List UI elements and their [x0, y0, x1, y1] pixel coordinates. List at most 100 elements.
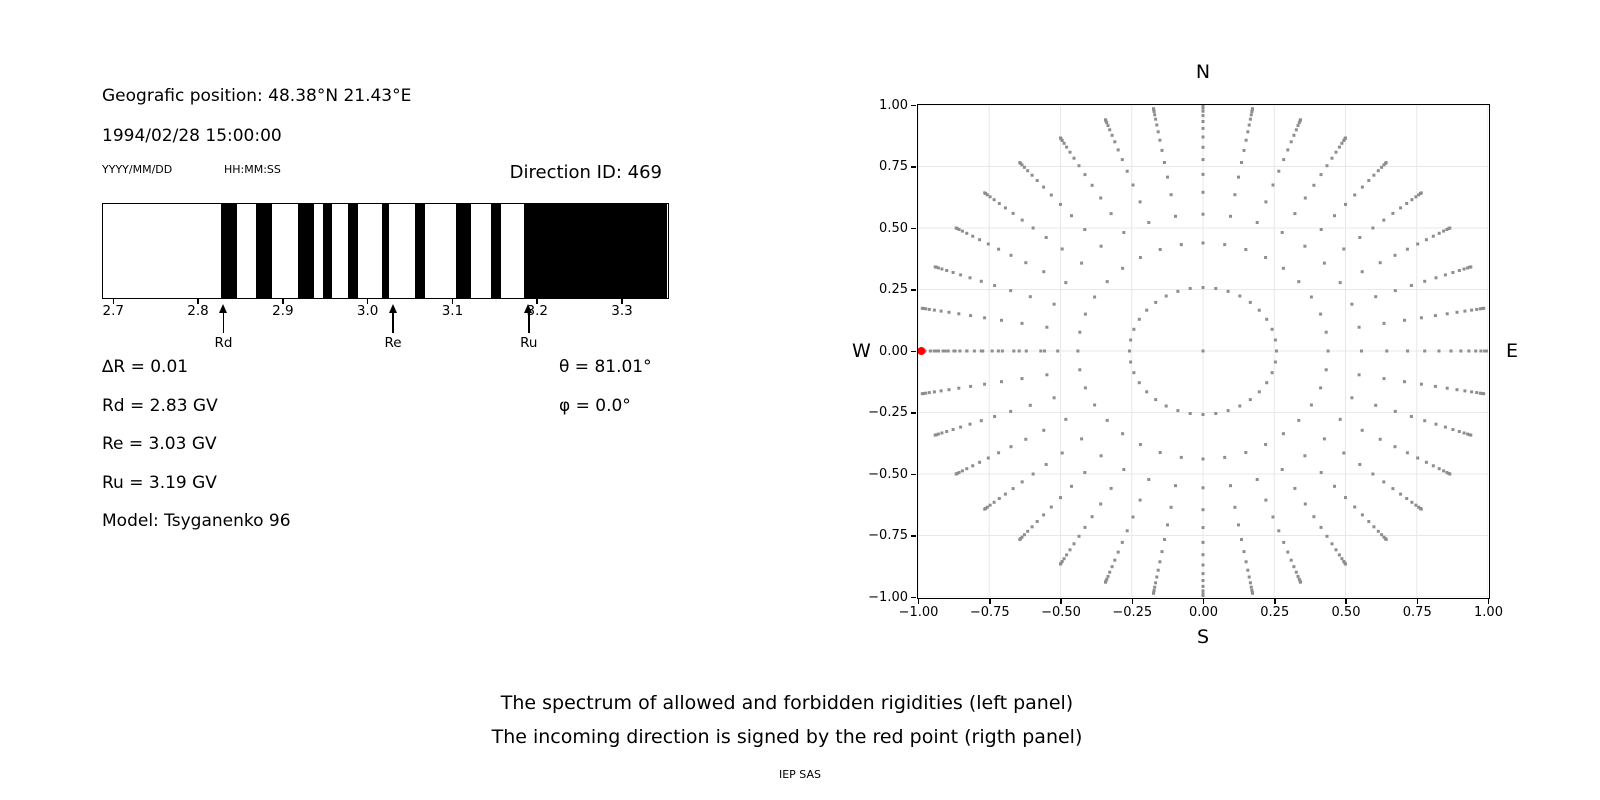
datetime-text: 1994/02/28 15:00:00 — [102, 126, 282, 146]
direction-grid-dot — [1012, 349, 1016, 353]
geographic-position-text: Geografic position: 48.38°N 21.43°E — [102, 86, 412, 106]
direction-grid-dot — [979, 279, 983, 283]
direction-grid-dot — [1434, 276, 1438, 280]
direction-grid-dot — [1338, 417, 1342, 421]
direction-grid-dot — [1478, 307, 1482, 311]
direction-grid-dot — [1201, 526, 1205, 530]
direction-grid-dot — [1163, 538, 1166, 541]
direction-grid-dot — [1083, 386, 1087, 390]
direction-grid-dot — [1251, 107, 1254, 111]
direction-grid-dot — [927, 391, 931, 395]
y-tick — [911, 166, 916, 168]
direction-grid-dot — [1083, 173, 1087, 177]
direction-grid-dot — [1160, 550, 1164, 554]
direction-grid-dot — [1280, 468, 1284, 471]
direction-grid-dot — [1132, 371, 1136, 375]
direction-grid-dot — [1337, 145, 1341, 149]
direction-grid-dot — [1371, 226, 1375, 230]
direction-grid-dot — [1125, 169, 1129, 173]
direction-grid-dot — [1017, 349, 1021, 353]
direction-grid-dot — [1437, 349, 1441, 353]
direction-grid-dot — [932, 390, 936, 394]
direction-grid-dot — [1109, 212, 1113, 216]
direction-grid-dot — [1080, 261, 1084, 265]
direction-grid-dot — [1378, 437, 1382, 441]
direction-grid-dot — [1070, 484, 1073, 488]
direction-grid-dot — [992, 500, 996, 504]
direction-grid-dot — [1201, 563, 1205, 567]
direction-grid-dot — [1201, 486, 1205, 490]
direction-grid-dot — [1003, 492, 1007, 496]
direction-grid-dot — [1244, 560, 1248, 564]
direction-grid-dot — [1344, 136, 1347, 140]
direction-grid-dot — [1083, 525, 1087, 529]
direction-grid-dot — [1131, 183, 1135, 187]
direction-grid-dot — [1106, 124, 1110, 128]
direction-grid-dot — [1045, 325, 1049, 329]
direction-grid-scatter — [918, 105, 1488, 597]
direction-grid-dot — [1344, 496, 1347, 500]
direction-grid-dot — [1360, 185, 1364, 189]
direction-grid-dot — [1330, 156, 1334, 160]
direction-grid-dot — [947, 388, 951, 392]
direction-grid-dot — [1384, 537, 1388, 541]
direction-grid-dot — [1385, 349, 1389, 353]
direction-grid-dot — [1309, 295, 1313, 299]
direction-grid-dot — [1201, 349, 1205, 353]
direction-grid-dot — [1330, 542, 1334, 546]
direction-grid-dot — [1264, 443, 1268, 446]
direction-grid-dot — [1374, 403, 1378, 407]
direction-grid-dot — [1451, 271, 1455, 274]
direction-grid-dot — [1482, 306, 1486, 310]
direction-grid-dot — [1334, 150, 1338, 154]
direction-grid-dot — [1020, 321, 1024, 325]
direction-grid-dot — [1469, 433, 1473, 437]
direction-grid-dot — [971, 234, 975, 238]
direction-grid-dot — [957, 312, 961, 316]
direction-grid-dot — [1105, 577, 1109, 581]
direction-grid-dot — [1297, 121, 1301, 125]
direction-grid-dot — [1265, 317, 1269, 321]
direction-grid-dot — [957, 471, 961, 474]
direction-grid-dot — [1105, 418, 1109, 422]
direction-grid-dot — [1201, 135, 1205, 139]
direction-grid-dot — [1113, 558, 1117, 562]
direction-grid-dot — [1303, 454, 1307, 458]
direction-grid-dot — [1072, 156, 1076, 160]
direction-grid-dot — [1003, 206, 1007, 210]
direction-grid-dot — [952, 349, 956, 353]
direction-grid-dot — [1405, 202, 1409, 205]
direction-grid-dot — [1039, 349, 1043, 353]
direction-grid-dot — [1129, 360, 1133, 364]
direction-grid-dot — [1068, 150, 1072, 154]
direction-grid-dot — [940, 431, 944, 435]
direction-grid-dot — [1083, 228, 1087, 231]
direction-grid-dot — [1337, 553, 1341, 557]
direction-grid-dot — [1325, 164, 1329, 168]
forbidden-band — [348, 204, 358, 298]
direction-grid-dot — [1020, 218, 1024, 222]
direction-grid-dot — [1423, 419, 1427, 423]
direction-grid-dot — [1367, 179, 1371, 182]
direction-grid-dot — [1064, 417, 1068, 421]
direction-grid-dot — [1391, 211, 1395, 215]
direction-grid-dot — [1399, 206, 1403, 210]
direction-grid-dot — [946, 349, 950, 353]
direction-grid-dot — [1265, 381, 1269, 385]
direction-grid-dot — [1445, 386, 1449, 390]
direction-grid-dot — [1393, 253, 1397, 257]
forbidden-band — [415, 204, 425, 298]
direction-grid-dot — [1448, 226, 1452, 230]
spectrum-tick-label: 3.0 — [356, 303, 379, 319]
direction-grid-dot — [1292, 133, 1296, 137]
direction-grid-dot — [1240, 538, 1243, 541]
direction-grid-dot — [1145, 390, 1149, 394]
direction-grid-dot — [1109, 486, 1113, 490]
ru-value: Ru = 3.19 GV — [102, 473, 217, 493]
direction-grid-dot — [951, 271, 955, 274]
direction-grid-dot — [1128, 349, 1131, 353]
direction-grid-dot — [1169, 505, 1173, 509]
direction-grid-dot — [997, 247, 1001, 251]
direction-grid-dot — [1099, 244, 1103, 248]
direction-grid-dot — [1277, 529, 1281, 533]
